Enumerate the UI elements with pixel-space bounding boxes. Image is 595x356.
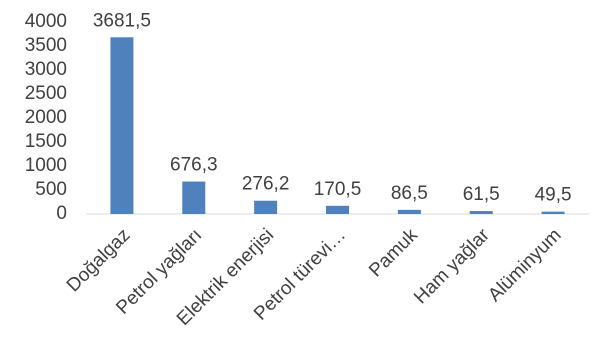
- data-label: 676,3: [170, 155, 218, 176]
- category-label: Ham yağlar: [410, 224, 494, 308]
- y-tick-label: 3000: [25, 59, 67, 80]
- category-label: Doğalgaz: [63, 225, 135, 297]
- y-tick-label: 500: [35, 179, 67, 200]
- y-axis-tick-labels: 0 500 1000 1500 2000 2500 3000 3500 4000: [25, 11, 67, 224]
- y-tick-label: 4000: [25, 11, 67, 32]
- bar: [110, 37, 134, 215]
- data-label: 49,5: [535, 185, 572, 206]
- bars: [110, 37, 565, 215]
- y-tick-label: 2000: [25, 107, 67, 128]
- y-tick-label: 3500: [25, 35, 67, 56]
- y-tick-label: 1000: [25, 155, 67, 176]
- bar: [182, 181, 206, 214]
- bar: [469, 211, 493, 214]
- bar: [397, 209, 421, 214]
- bar: [254, 200, 278, 214]
- data-label: 61,5: [463, 184, 500, 205]
- data-label: 276,2: [242, 174, 290, 195]
- y-tick-label: 0: [56, 203, 67, 224]
- data-label: 86,5: [391, 183, 428, 204]
- data-labels: 3681,5 676,3 276,2 170,5 86,5 61,5 49,5: [93, 10, 572, 205]
- y-tick-label: 1500: [25, 131, 67, 152]
- y-tick-label: 2500: [25, 83, 67, 104]
- data-label: 170,5: [314, 179, 362, 200]
- data-label: 3681,5: [93, 10, 151, 31]
- bar: [541, 211, 565, 214]
- bar: [326, 205, 349, 214]
- category-label: Pamuk: [365, 224, 422, 281]
- category-label: Alüminyum: [484, 225, 565, 306]
